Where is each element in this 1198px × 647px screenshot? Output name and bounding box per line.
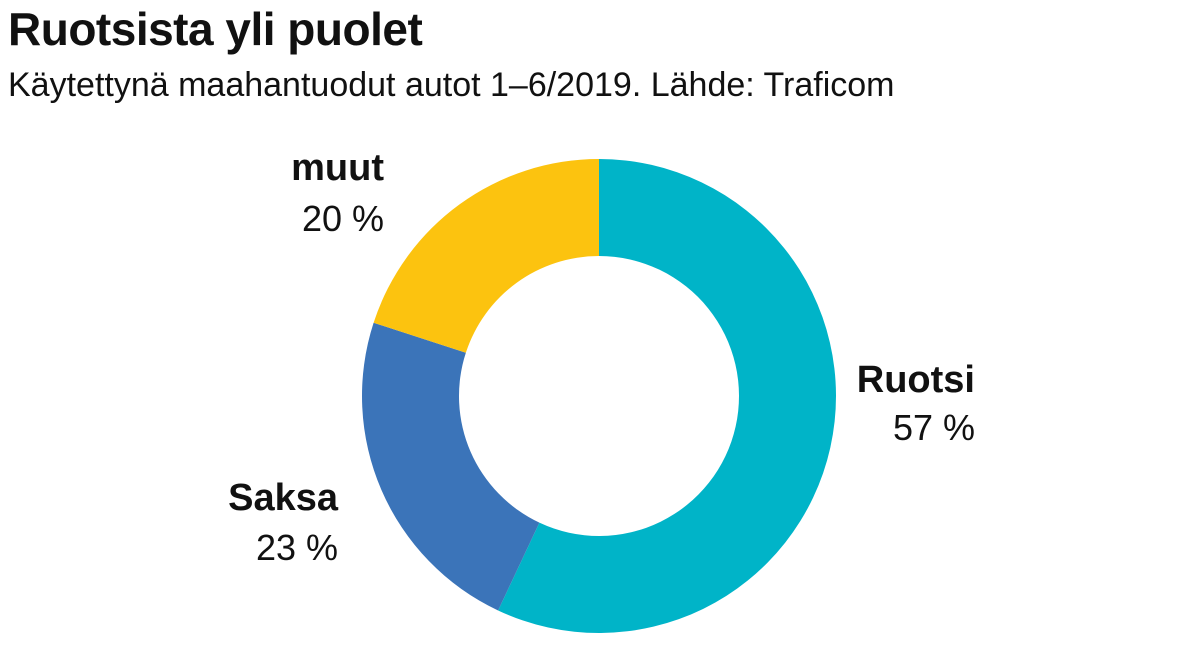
slice-name-saksa: Saksa (228, 477, 339, 519)
slice-label-saksa: Saksa 23 % (228, 477, 339, 568)
slice-label-muut: muut 20 % (291, 147, 384, 239)
slice-name-muut: muut (291, 147, 384, 189)
chart-title: Ruotsista yli puolet (8, 3, 423, 55)
donut-slices (361, 159, 836, 633)
slice-label-ruotsi: Ruotsi 57 % (857, 359, 975, 448)
slice-value-ruotsi: 57 % (893, 407, 975, 448)
slice-name-ruotsi: Ruotsi (857, 359, 975, 401)
slice-value-saksa: 23 % (256, 527, 338, 568)
chart-subtitle: Käytettynä maahantuodut autot 1–6/2019. … (8, 66, 895, 104)
slice-value-muut: 20 % (302, 198, 384, 239)
slice-ruotsi (498, 159, 836, 633)
slice-muut (373, 159, 599, 353)
slice-saksa (361, 322, 540, 611)
